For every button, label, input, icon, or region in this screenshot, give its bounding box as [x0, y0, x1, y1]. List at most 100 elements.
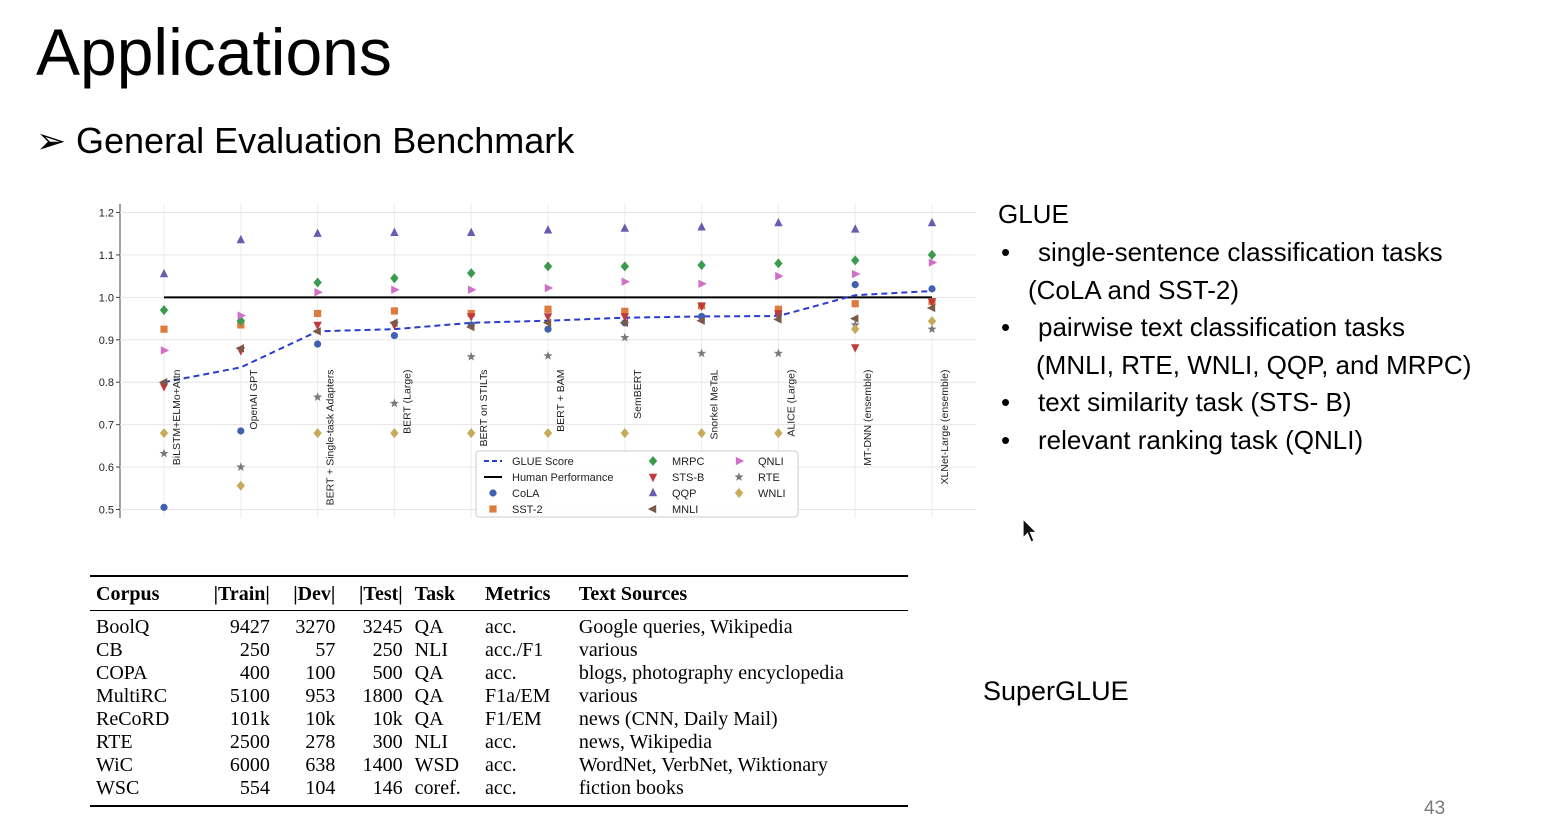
slide-subtitle: ➢ General Evaluation Benchmark	[36, 118, 574, 164]
model-label: ALICE (Large)	[785, 369, 797, 436]
glue-item-3: • text similarity task (STS- B)	[998, 384, 1518, 422]
legend-label: RTE	[758, 472, 780, 484]
point-qnli	[237, 311, 246, 320]
y-tick-label: 1.1	[99, 250, 114, 262]
table-cell: 1800	[362, 685, 403, 707]
table-cell: various	[578, 685, 638, 707]
table-cell: 10k	[305, 708, 336, 730]
point-mrpc	[313, 277, 322, 288]
point-qnli	[928, 258, 938, 267]
point-cola	[237, 427, 245, 435]
bullet-icon: •	[1001, 424, 1011, 455]
legend-label: SST-2	[512, 504, 543, 516]
glue-item-continuation: (MNLI, RTE, WNLI, QQP, and MRPC)	[1036, 349, 1472, 380]
legend-label: Human Performance	[512, 472, 614, 484]
point-mnli	[158, 378, 168, 387]
table-cell: 1400	[362, 754, 403, 776]
point-wnli	[313, 428, 322, 439]
point-sst-2	[390, 307, 398, 315]
table-cell: 638	[305, 754, 336, 776]
legend-swatch	[489, 505, 497, 513]
point-wnli	[851, 324, 860, 335]
y-tick-label: 1.0	[99, 292, 114, 304]
point-mrpc	[697, 260, 706, 271]
point-sst-2	[774, 305, 782, 313]
table-cell: ReCoRD	[96, 708, 170, 730]
point-rte	[466, 351, 476, 361]
point-wnli	[774, 428, 783, 439]
glue-item-2: • pairwise text classification tasks	[998, 309, 1518, 347]
model-label: Snorkel MeTaL	[709, 369, 721, 439]
table-cell: fiction books	[578, 777, 684, 799]
point-sts-b	[313, 321, 322, 331]
point-sts-b	[697, 302, 706, 312]
point-rte	[543, 351, 553, 360]
table-cell: 3245	[362, 616, 403, 638]
table-cell: Google queries, Wikipedia	[578, 616, 793, 638]
table-cell: QA	[414, 685, 444, 707]
point-wnli	[236, 480, 245, 491]
point-qnli	[314, 288, 323, 297]
point-mnli	[926, 303, 936, 313]
table-cell: BoolQ	[96, 616, 150, 638]
table-cell: acc./F1	[484, 639, 544, 661]
table-cell: various	[578, 639, 638, 661]
table-cell: acc.	[484, 616, 517, 638]
legend-swatch	[735, 456, 745, 466]
legend-label: WNLI	[758, 488, 786, 500]
table-cell: 146	[372, 777, 403, 799]
glue-item-4: • relevant ranking task (QNLI)	[998, 422, 1518, 460]
point-qnli	[698, 279, 707, 288]
y-tick-label: 0.7	[99, 420, 114, 432]
bullet-icon: •	[1001, 237, 1011, 267]
point-mrpc	[390, 273, 399, 284]
table-cell: 250	[239, 639, 270, 661]
table-cell: news (CNN, Daily Mail)	[578, 708, 778, 730]
model-label: SemBERT	[632, 369, 644, 419]
point-sts-b	[774, 310, 783, 319]
model-label: OpenAI GPT	[248, 369, 260, 430]
table-cell: 278	[305, 731, 336, 753]
table-cell: 500	[372, 662, 403, 684]
table-cell: news, Wikipedia	[578, 731, 713, 753]
legend-swatch	[647, 504, 657, 514]
point-cola	[390, 331, 398, 340]
legend-swatch	[734, 488, 744, 498]
point-qnli	[852, 269, 861, 279]
table-body: BoolQ 9427 3270 3245 QA acc. Google queries, W…	[90, 611, 908, 806]
table-cell: acc.	[484, 754, 517, 776]
glue-description: GLUE • single-sentence classification ta…	[998, 196, 1518, 459]
table-cell: 10k	[372, 708, 403, 730]
point-qnli	[621, 277, 630, 286]
table-header-row: Corpus |Train| |Dev| |Test| Task Metrics…	[90, 576, 908, 611]
legend-label: QQP	[672, 488, 696, 500]
table-cell: 953	[305, 685, 336, 707]
model-label: BERT on STILTs	[478, 369, 490, 446]
point-mrpc	[927, 249, 937, 260]
point-cola	[314, 340, 322, 348]
model-label: BERT + BAM	[555, 369, 567, 431]
point-mnli	[542, 318, 552, 328]
table-header: Text Sources	[578, 583, 688, 605]
point-sts-b	[851, 344, 860, 353]
point-sst-2	[314, 309, 322, 318]
point-wnli	[159, 428, 169, 439]
table-cell: RTE	[96, 731, 133, 753]
table-header: Task	[414, 583, 456, 605]
y-tick-label: 0.8	[99, 377, 114, 389]
bullet-icon: •	[1001, 312, 1011, 342]
subtitle-text: General Evaluation Benchmark	[76, 120, 575, 161]
table-cell: 57	[315, 639, 336, 661]
table-cell: 3270	[295, 616, 336, 638]
point-wnli	[697, 428, 706, 439]
point-mnli	[850, 314, 859, 323]
point-sts-b	[467, 313, 476, 322]
point-rte	[773, 348, 783, 358]
point-qqp	[927, 217, 937, 227]
legend-label: MRPC	[672, 456, 704, 468]
table-row: RTE 2500 278 300 NLI acc. news, Wikipedia	[90, 731, 908, 754]
point-qqp	[159, 268, 169, 278]
table-cell: coref.	[414, 777, 461, 799]
point-wnli	[620, 428, 629, 439]
point-qqp	[697, 222, 706, 231]
